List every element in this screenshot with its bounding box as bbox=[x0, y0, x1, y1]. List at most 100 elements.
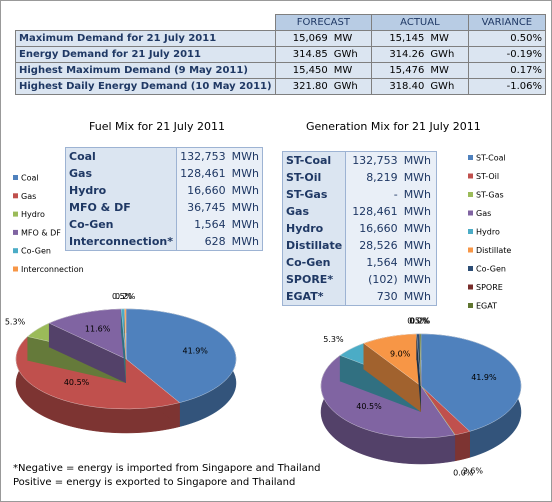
table-cell: -0.19% bbox=[467, 46, 547, 63]
table-cell: MWh bbox=[400, 203, 437, 220]
legend-swatch bbox=[13, 175, 18, 180]
table-cell: MWh bbox=[228, 199, 263, 216]
table-cell: GWh bbox=[427, 46, 469, 63]
slice-wall bbox=[121, 309, 126, 383]
slice-top bbox=[48, 308, 127, 360]
table-cell: 318.40 bbox=[371, 78, 428, 95]
table-cell: 730 bbox=[345, 288, 401, 306]
table-row: ST-Gas - MWh bbox=[282, 186, 437, 203]
footnote: *Negative = energy is imported from Sing… bbox=[13, 463, 321, 474]
table-cell: MW bbox=[330, 62, 373, 79]
legend-swatch bbox=[468, 173, 473, 179]
data-label: 40.5% bbox=[64, 378, 90, 387]
table-cell: MWh bbox=[400, 288, 437, 306]
table-row: Gas 128,461 MWh bbox=[282, 203, 437, 220]
legend-swatch bbox=[13, 193, 18, 199]
header-row: FORECAST ACTUAL VARIANCE bbox=[15, 14, 547, 31]
table-cell: 0.17% bbox=[467, 62, 547, 79]
legend-swatch bbox=[468, 266, 473, 271]
slice-top bbox=[124, 308, 127, 360]
table-cell: MWh bbox=[228, 182, 263, 199]
table-cell: 15,069 bbox=[274, 30, 331, 47]
header-cell: VARIANCE bbox=[467, 14, 547, 31]
data-label: 41.9% bbox=[182, 346, 208, 355]
table-cell: - bbox=[345, 186, 401, 203]
slice-wall bbox=[416, 334, 421, 412]
slice-wall bbox=[419, 334, 421, 412]
table-row: Gas 128,461 MWh bbox=[65, 165, 263, 182]
table-row: Co-Gen 1,564 MWh bbox=[282, 254, 437, 271]
table-cell: MWh bbox=[228, 216, 263, 233]
header-cell bbox=[15, 14, 276, 31]
legend-label: MFO & DF bbox=[21, 228, 61, 237]
table-cell: Gas bbox=[65, 165, 177, 182]
table-row: Coal 132,753 MWh bbox=[65, 147, 263, 165]
table-row: SPORE* (102) MWh bbox=[282, 271, 437, 288]
data-label: 40.5% bbox=[356, 402, 382, 411]
fuel-table: Coal 132,753 MWh Gas 128,461 MWh Hydro 16,660 MW… bbox=[65, 147, 263, 251]
table-cell: 321.80 bbox=[274, 78, 331, 95]
table-cell: Hydro bbox=[282, 220, 347, 237]
table-row: Hydro 16,660 MWh bbox=[65, 182, 263, 199]
header-cell: FORECAST bbox=[274, 14, 373, 31]
slice-top bbox=[420, 333, 522, 432]
table-cell: MWh bbox=[400, 271, 437, 288]
slice-wall bbox=[363, 343, 421, 412]
legend-swatch bbox=[468, 284, 473, 290]
legend-label: Interconnection bbox=[21, 265, 84, 274]
table-cell: Gas bbox=[282, 203, 347, 220]
legend-swatch bbox=[13, 229, 18, 235]
table-row: Highest Daily Energy Demand (10 May 2011… bbox=[15, 78, 547, 95]
legend-label: Co-Gen bbox=[21, 247, 51, 256]
table-cell: Energy Demand for 21 July 2011 bbox=[15, 46, 276, 63]
table-cell: MW bbox=[427, 30, 469, 47]
legend-swatch bbox=[468, 303, 473, 308]
legend-label: ST-Coal bbox=[476, 154, 506, 163]
table-cell: ST-Gas bbox=[282, 186, 347, 203]
legend-label: Hydro bbox=[21, 210, 45, 219]
legend-label: Gas bbox=[476, 209, 491, 218]
table-cell: 36,745 bbox=[176, 199, 229, 216]
table-cell: 0.50% bbox=[467, 30, 547, 47]
table-cell: 132,753 bbox=[176, 147, 229, 165]
chart-title: Generation Mix for 21 July 2011 bbox=[306, 120, 481, 133]
table-cell: 314.85 bbox=[274, 46, 331, 63]
table-cell: Hydro bbox=[65, 182, 177, 199]
table-cell: GWh bbox=[330, 46, 373, 63]
data-label: 2.6% bbox=[463, 467, 484, 476]
data-label: 0.5% bbox=[112, 292, 133, 301]
table-cell: MWh bbox=[228, 165, 263, 182]
table-cell: Highest Maximum Demand (9 May 2011) bbox=[15, 62, 276, 79]
table-cell: 15,145 bbox=[371, 30, 428, 47]
table-cell: Interconnection* bbox=[65, 233, 177, 251]
legend-label: SPORE bbox=[476, 283, 503, 292]
table-cell: MWh bbox=[400, 169, 437, 186]
legend-swatch bbox=[13, 211, 18, 217]
table-cell: 314.26 bbox=[371, 46, 428, 63]
data-label: 5.3% bbox=[323, 335, 344, 344]
table-row: Interconnection* 628 MWh bbox=[65, 233, 263, 251]
table-cell: 128,461 bbox=[345, 203, 401, 220]
table-row: Co-Gen 1,564 MWh bbox=[65, 216, 263, 233]
data-label: 41.9% bbox=[471, 373, 497, 382]
table-cell: EGAT* bbox=[282, 288, 347, 306]
legend-swatch bbox=[468, 210, 473, 216]
table-row: ST-Coal 132,753 MWh bbox=[282, 151, 437, 169]
generation-table: ST-Coal 132,753 MWh ST-Oil 8,219 MWh ST-Gas - MW… bbox=[282, 151, 437, 306]
table-cell: MWh bbox=[228, 147, 263, 165]
legend-swatch bbox=[468, 229, 473, 234]
table-cell: (102) bbox=[345, 271, 401, 288]
legend-swatch bbox=[468, 192, 473, 197]
table-cell: Co-Gen bbox=[65, 216, 177, 233]
legend-label: ST-Oil bbox=[476, 172, 499, 181]
footnote: Positive = energy is exported to Singapo… bbox=[13, 477, 296, 488]
table-cell: -1.06% bbox=[467, 78, 547, 95]
table-row: Energy Demand for 21 July 2011 314.85 GWh 3… bbox=[15, 46, 547, 63]
table-cell: MWh bbox=[400, 237, 437, 254]
table-cell: MFO & DF bbox=[65, 199, 177, 216]
table-cell: 628 bbox=[176, 233, 229, 251]
table-row: EGAT* 730 MWh bbox=[282, 288, 437, 306]
table-cell: MWh bbox=[400, 220, 437, 237]
